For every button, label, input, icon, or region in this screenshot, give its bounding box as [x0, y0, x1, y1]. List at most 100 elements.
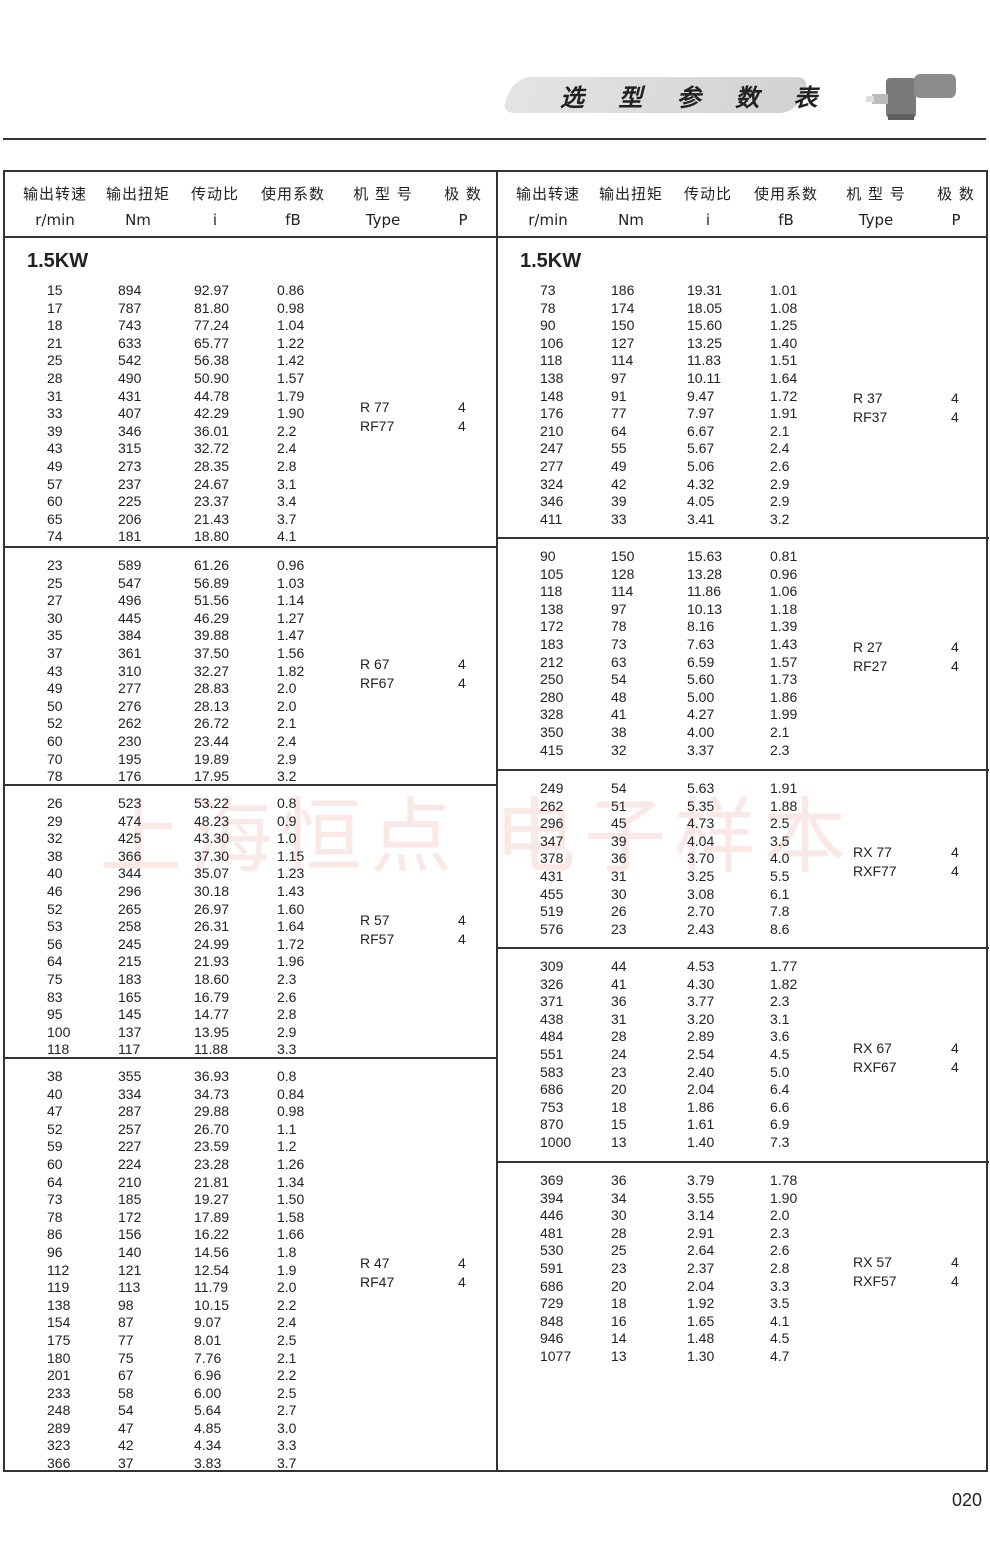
table-row: 78 174 18.05 1.08 — [498, 300, 989, 318]
table-row: 64 215 21.93 1.96 — [5, 953, 496, 971]
speed-cell: 328 — [540, 706, 564, 723]
torque-cell: 265 — [118, 900, 142, 917]
speed-cell: 47 — [47, 1103, 63, 1120]
table-row: 39 346 36.01 2.2 — [5, 423, 496, 441]
ratio-cell: 5.60 — [687, 671, 715, 688]
type-line: RX 57 4 — [853, 1253, 959, 1272]
ratio-cell: 35.07 — [194, 865, 230, 882]
ratio-cell: 19.31 — [687, 282, 723, 298]
torque-cell: 743 — [118, 317, 142, 334]
ratio-cell: 2.91 — [687, 1224, 715, 1241]
model-group: 38 355 36.93 0.8 40 334 34.73 0.84 47 287 29.88 0.9… — [5, 1059, 496, 1473]
table-row: 591 23 2.37 2.8 — [498, 1260, 989, 1278]
torque-cell: 32 — [611, 741, 627, 758]
ratio-cell: 18.60 — [194, 970, 230, 987]
ratio-cell: 36.01 — [194, 422, 230, 439]
table-row: 172 78 8.16 1.39 — [498, 618, 989, 636]
torque-cell: 55 — [611, 440, 627, 457]
table-row: 277 49 5.06 2.6 — [498, 458, 989, 476]
torque-cell: 210 — [118, 1173, 142, 1190]
data-rows: 369 36 3.79 1.78 394 34 3.55 1.90 446 30 3.14 2.0 48… — [498, 1172, 989, 1366]
speed-cell: 394 — [540, 1189, 564, 1206]
torque-cell: 16 — [611, 1312, 627, 1329]
speed-cell: 40 — [47, 865, 63, 882]
torque-cell: 39 — [611, 832, 627, 849]
ratio-cell: 23.28 — [194, 1155, 230, 1172]
service-factor-cell: 1.79 — [277, 387, 305, 404]
ratio-cell: 48.23 — [194, 812, 230, 829]
service-factor-cell: 0.8 — [277, 795, 297, 811]
speed-cell: 484 — [540, 1028, 564, 1045]
table-row: 15 894 92.97 0.86 — [5, 282, 496, 300]
speed-cell: 138 — [540, 369, 564, 386]
service-factor-cell: 1.39 — [770, 618, 798, 635]
table-row: 53 258 26.31 1.64 — [5, 918, 496, 936]
ratio-cell: 26.97 — [194, 900, 230, 917]
table-row: 366 37 3.83 3.7 — [5, 1455, 496, 1473]
torque-cell: 73 — [611, 635, 627, 652]
ratio-cell: 5.00 — [687, 688, 715, 705]
ratio-cell: 5.06 — [687, 457, 715, 474]
speed-cell: 105 — [540, 565, 564, 582]
model-type: R 77 4 RF77 4 — [360, 398, 466, 436]
speed-cell: 74 — [47, 528, 63, 545]
torque-cell: 127 — [611, 334, 635, 351]
poles-value: 4 — [951, 1272, 959, 1289]
poles-value: 4 — [951, 844, 959, 861]
table-row: 96 140 14.56 1.8 — [5, 1244, 496, 1262]
torque-cell: 490 — [118, 369, 142, 386]
torque-cell: 31 — [611, 1010, 627, 1027]
torque-cell: 18 — [611, 1098, 627, 1115]
table-row: 118 117 11.88 3.3 — [5, 1041, 496, 1059]
torque-cell: 445 — [118, 609, 142, 626]
torque-cell: 58 — [118, 1384, 134, 1401]
torque-cell: 42 — [118, 1437, 134, 1454]
torque-cell: 425 — [118, 830, 142, 847]
speed-cell: 52 — [47, 900, 63, 917]
speed-cell: 280 — [540, 688, 564, 705]
service-factor-cell: 1.50 — [277, 1191, 305, 1208]
torque-cell: 224 — [118, 1155, 142, 1172]
table-row: 90 150 15.63 0.81 — [498, 548, 989, 566]
service-factor-cell: 1.43 — [277, 882, 305, 899]
ratio-cell: 56.89 — [194, 574, 230, 591]
model-group: 249 54 5.63 1.91 262 51 5.35 1.88 296 45 4.73 2.5 34… — [498, 771, 989, 949]
service-factor-cell: 3.4 — [277, 493, 297, 510]
speed-cell: 78 — [47, 768, 63, 785]
ratio-cell: 7.97 — [687, 405, 715, 422]
type-line: RXF67 4 — [853, 1058, 959, 1077]
header-label-en: Nm — [618, 211, 644, 229]
model-type: R 67 4 RF67 4 — [360, 655, 466, 693]
table-row: 60 224 23.28 1.26 — [5, 1156, 496, 1174]
speed-cell: 49 — [47, 457, 63, 474]
table-row: 201 67 6.96 2.2 — [5, 1367, 496, 1385]
speed-cell: 154 — [47, 1314, 71, 1331]
type-name: RF37 — [853, 409, 888, 426]
ratio-cell: 2.37 — [687, 1259, 715, 1276]
type-name: R 67 — [360, 656, 390, 673]
service-factor-cell: 1.91 — [770, 780, 798, 796]
ratio-cell: 3.41 — [687, 510, 715, 527]
type-name: RX 57 — [853, 1253, 892, 1270]
type-name: R 47 — [360, 1255, 390, 1272]
ratio-cell: 18.80 — [194, 528, 230, 545]
ratio-cell: 28.35 — [194, 457, 230, 474]
service-factor-cell: 4.1 — [770, 1312, 790, 1329]
ratio-cell: 92.97 — [194, 282, 230, 298]
speed-cell: 415 — [540, 741, 564, 758]
table-row: 946 14 1.48 4.5 — [498, 1330, 989, 1348]
service-factor-cell: 2.1 — [770, 422, 790, 439]
type-line: RF47 4 — [360, 1273, 466, 1292]
data-rows: 249 54 5.63 1.91 262 51 5.35 1.88 296 45 4.73 2.5 34… — [498, 780, 989, 938]
speed-cell: 262 — [540, 797, 564, 814]
service-factor-cell: 2.3 — [770, 741, 790, 758]
service-factor-cell: 1.04 — [277, 317, 305, 334]
ratio-cell: 7.63 — [687, 635, 715, 652]
speed-cell: 481 — [540, 1224, 564, 1241]
ratio-cell: 1.48 — [687, 1330, 715, 1347]
table-row: 296 45 4.73 2.5 — [498, 815, 989, 833]
service-factor-cell: 1.25 — [770, 317, 798, 334]
model-type: R 57 4 RF57 4 — [360, 911, 466, 949]
speed-cell: 753 — [540, 1098, 564, 1115]
table-row: 49 277 28.83 2.0 — [5, 680, 496, 698]
